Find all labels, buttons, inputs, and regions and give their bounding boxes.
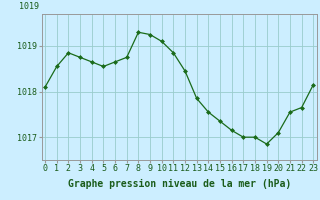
Text: 1019: 1019 <box>19 2 39 11</box>
X-axis label: Graphe pression niveau de la mer (hPa): Graphe pression niveau de la mer (hPa) <box>68 179 291 189</box>
